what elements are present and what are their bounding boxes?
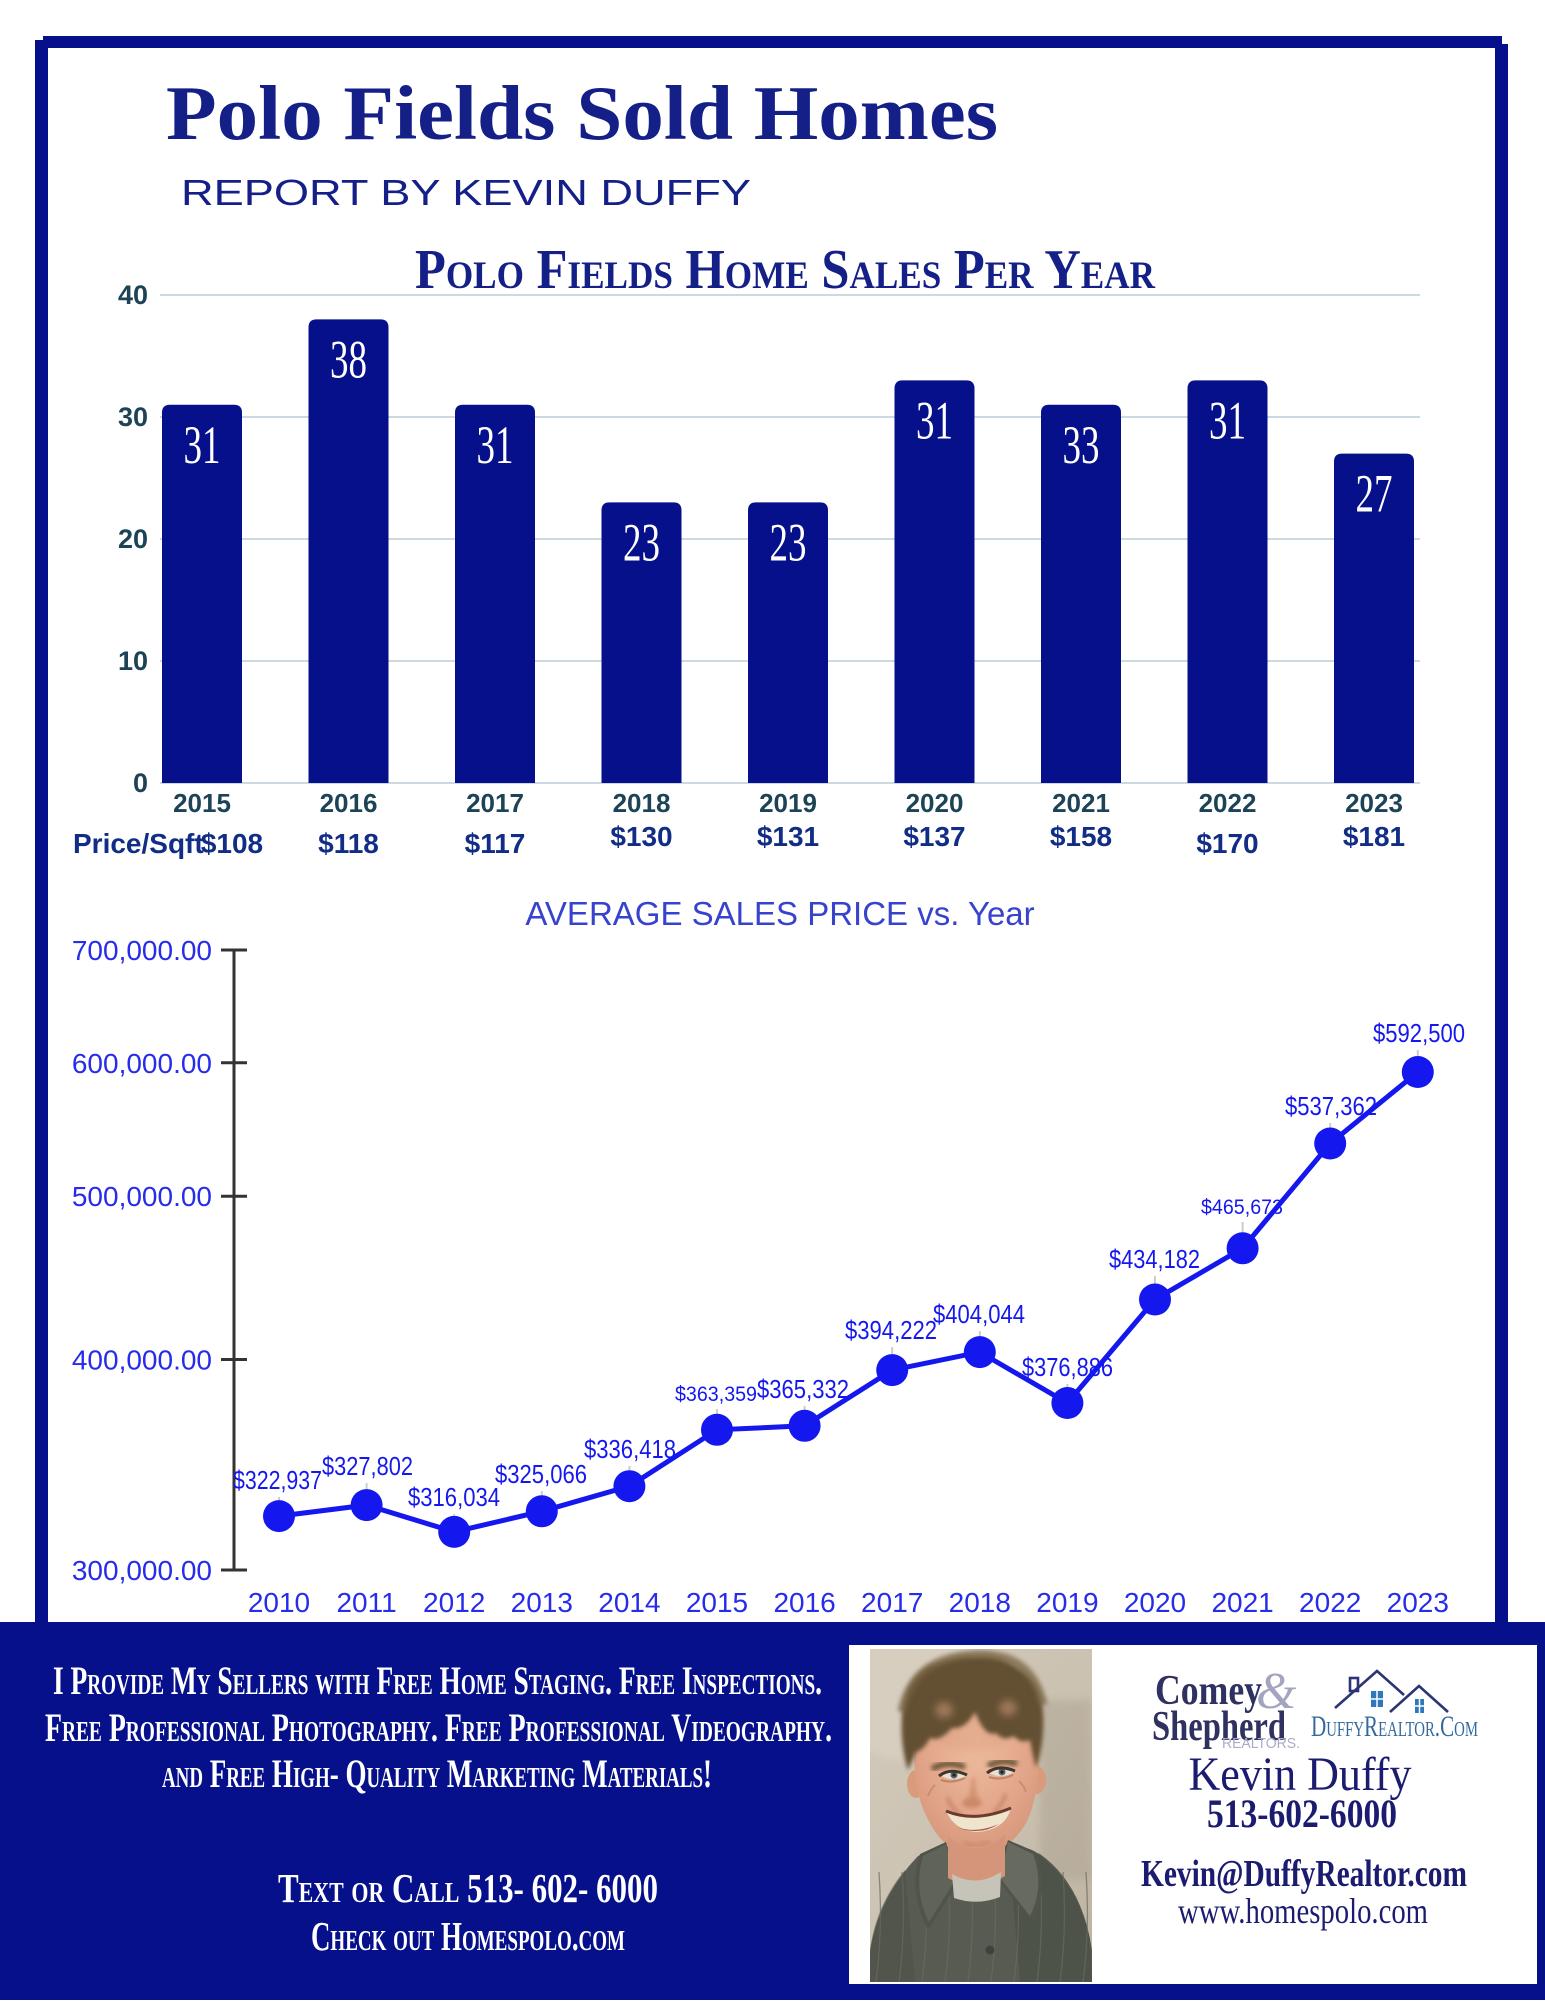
svg-text:2017: 2017 [466,788,524,818]
svg-text:$537,362: $537,362 [1285,1091,1377,1121]
svg-text:2022: 2022 [1199,788,1257,818]
svg-text:www.homespolo.com: www.homespolo.com [1178,1891,1428,1931]
svg-text:Kevin@DuffyRealtor.com: Kevin@DuffyRealtor.com [1141,1853,1467,1895]
svg-text:600,000.00: 600,000.00 [72,1048,212,1079]
svg-text:REPORT BY KEVIN DUFFY: REPORT BY KEVIN DUFFY [181,172,751,213]
svg-text:2018: 2018 [613,788,671,818]
svg-text:0: 0 [133,768,148,798]
svg-text:2016: 2016 [320,788,378,818]
svg-text:513-602-6000: 513-602-6000 [1207,1791,1397,1836]
svg-text:Check out Homespolo.com: Check out Homespolo.com [311,1913,625,1959]
svg-text:$131: $131 [757,821,819,852]
svg-text:31: 31 [1209,390,1246,450]
svg-text:I Provide My Sellers with Free: I Provide My Sellers with Free Home Stag… [53,1658,822,1703]
svg-text:Free Professional Photography.: Free Professional Photography. Free Prof… [45,1705,832,1750]
svg-text:AVERAGE SALES PRICE vs. Year: AVERAGE SALES PRICE vs. Year [525,895,1034,932]
svg-text:Text or Call 513- 602- 6000: Text or Call 513- 602- 6000 [278,1865,658,1911]
svg-text:Kevin Duffy: Kevin Duffy [1189,1748,1412,1801]
svg-text:400,000.00: 400,000.00 [72,1345,212,1376]
svg-text:DuffyRealtor.Com: DuffyRealtor.Com [1311,1710,1478,1743]
svg-text:2014: 2014 [598,1587,660,1618]
svg-text:$365,332: $365,332 [757,1374,849,1404]
svg-text:$336,418: $336,418 [584,1434,676,1464]
svg-text:2011: 2011 [336,1587,396,1618]
svg-text:300,000.00: 300,000.00 [72,1555,212,1586]
svg-text:27: 27 [1356,464,1393,524]
svg-text:23: 23 [623,512,660,572]
svg-text:$465,673: $465,673 [1201,1196,1283,1219]
svg-text:Price/Sqft: Price/Sqft [73,828,204,859]
svg-text:Comey: Comey [1155,1668,1262,1714]
svg-text:38: 38 [330,329,367,389]
svg-text:40: 40 [118,280,148,310]
svg-text:2023: 2023 [1387,1587,1449,1618]
svg-text:$130: $130 [610,821,672,852]
svg-text:500,000.00: 500,000.00 [72,1181,212,1212]
svg-text:$316,034: $316,034 [408,1482,500,1512]
svg-text:Shepherd: Shepherd [1152,1704,1286,1750]
svg-text:$181: $181 [1343,821,1405,852]
svg-text:33: 33 [1063,415,1100,475]
svg-text:$376,886: $376,886 [1022,1352,1113,1382]
svg-text:23: 23 [770,512,807,572]
svg-text:Polo Fields Sold Homes: Polo Fields Sold Homes [166,70,998,156]
svg-text:700,000.00: 700,000.00 [72,935,212,966]
svg-text:$118: $118 [318,828,379,859]
svg-text:$158: $158 [1050,821,1112,852]
svg-text:31: 31 [477,415,514,475]
svg-text:$363,359: $363,359 [675,1383,757,1406]
svg-text:2022: 2022 [1299,1587,1361,1618]
svg-text:2015: 2015 [686,1587,748,1618]
svg-text:$117: $117 [465,828,526,859]
svg-text:20: 20 [118,524,148,554]
svg-text:2015: 2015 [173,788,231,818]
svg-text:$170: $170 [1196,828,1258,859]
svg-text:2020: 2020 [1124,1587,1186,1618]
svg-text:2019: 2019 [759,788,817,818]
svg-text:&: & [1256,1663,1297,1720]
svg-text:$322,937: $322,937 [233,1465,322,1495]
svg-text:and Free High- Quality Marketi: and Free High- Quality Marketing Materia… [162,1751,712,1796]
svg-text:2018: 2018 [949,1587,1011,1618]
svg-text:$404,044: $404,044 [933,1299,1025,1329]
svg-text:2012: 2012 [423,1587,485,1618]
svg-text:$327,802: $327,802 [322,1451,413,1481]
svg-text:30: 30 [118,402,148,432]
svg-text:$434,182: $434,182 [1109,1244,1200,1274]
svg-text:2016: 2016 [773,1587,835,1618]
svg-text:$137: $137 [903,821,965,852]
svg-text:2023: 2023 [1345,788,1403,818]
svg-text:REALTORS.: REALTORS. [1222,1735,1300,1752]
svg-text:$394,222: $394,222 [845,1315,937,1345]
svg-text:2021: 2021 [1052,788,1110,818]
svg-text:$108: $108 [201,828,263,859]
svg-text:2010: 2010 [248,1587,310,1618]
svg-text:2021: 2021 [1211,1587,1273,1618]
svg-text:31: 31 [916,390,953,450]
svg-text:2019: 2019 [1036,1587,1098,1618]
svg-text:2017: 2017 [861,1587,923,1618]
svg-text:2013: 2013 [511,1587,573,1618]
svg-text:31: 31 [184,415,221,475]
svg-text:2020: 2020 [906,788,964,818]
svg-text:$325,066: $325,066 [495,1459,587,1489]
svg-text:Polo Fields Home Sales Per Yea: Polo Fields Home Sales Per Year [415,239,1156,301]
svg-text:$592,500: $592,500 [1373,1018,1465,1048]
svg-text:10: 10 [118,646,148,676]
